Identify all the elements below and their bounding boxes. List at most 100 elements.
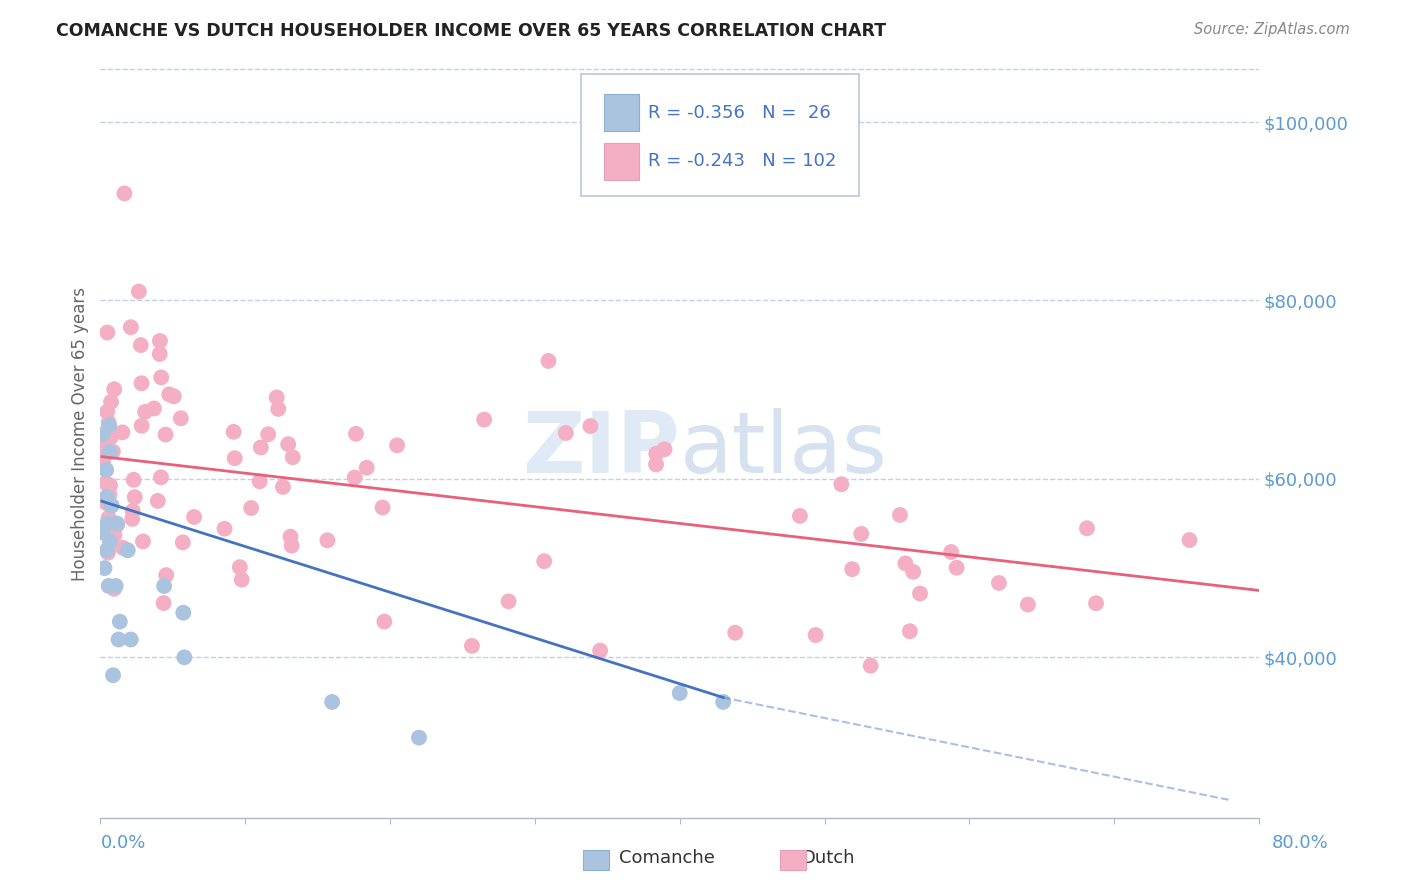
Point bbox=[103, 582, 125, 596]
Text: 0.0%: 0.0% bbox=[101, 834, 146, 852]
Point bbox=[229, 560, 252, 574]
Point bbox=[343, 470, 366, 484]
Point bbox=[859, 658, 882, 673]
Text: Comanche: Comanche bbox=[619, 849, 714, 867]
Point bbox=[111, 541, 134, 555]
Point bbox=[98, 445, 121, 459]
Point bbox=[120, 320, 142, 334]
Point bbox=[122, 473, 145, 487]
Point bbox=[898, 624, 921, 639]
Point bbox=[96, 496, 118, 510]
Point bbox=[654, 442, 676, 457]
Point bbox=[1178, 533, 1201, 547]
Point bbox=[356, 460, 378, 475]
Point bbox=[170, 411, 193, 425]
Point bbox=[280, 539, 302, 553]
Point bbox=[91, 493, 114, 508]
Point bbox=[908, 586, 931, 600]
Point bbox=[104, 579, 127, 593]
Point bbox=[214, 522, 236, 536]
Point bbox=[901, 565, 924, 579]
Point bbox=[155, 427, 177, 442]
Point bbox=[789, 508, 811, 523]
Point bbox=[240, 501, 263, 516]
Point bbox=[98, 534, 121, 549]
Point bbox=[987, 576, 1010, 591]
Point bbox=[121, 504, 143, 518]
Point bbox=[472, 412, 495, 426]
Point bbox=[645, 458, 668, 472]
Point bbox=[1076, 521, 1098, 535]
Point bbox=[163, 389, 186, 403]
Point bbox=[97, 546, 120, 560]
Point bbox=[129, 338, 152, 352]
Point bbox=[117, 543, 139, 558]
Point bbox=[100, 395, 122, 409]
Point bbox=[280, 530, 302, 544]
Point bbox=[91, 455, 114, 469]
FancyBboxPatch shape bbox=[605, 95, 640, 131]
Point bbox=[120, 632, 142, 647]
Text: R = -0.356   N =  26: R = -0.356 N = 26 bbox=[648, 103, 831, 122]
Point bbox=[96, 405, 118, 419]
Point bbox=[100, 425, 122, 439]
Point bbox=[408, 731, 430, 745]
Point bbox=[142, 401, 165, 416]
Point bbox=[668, 686, 690, 700]
Point bbox=[150, 370, 173, 384]
Point bbox=[152, 596, 174, 610]
Point bbox=[249, 441, 271, 455]
Point bbox=[579, 419, 602, 434]
Point bbox=[537, 354, 560, 368]
Point bbox=[134, 405, 156, 419]
Point bbox=[97, 510, 120, 524]
Point bbox=[124, 490, 146, 504]
Point bbox=[97, 579, 120, 593]
Point bbox=[100, 499, 122, 513]
Point bbox=[271, 480, 294, 494]
Point bbox=[105, 517, 128, 532]
Point bbox=[1017, 598, 1039, 612]
Point bbox=[344, 426, 367, 441]
Text: 80.0%: 80.0% bbox=[1272, 834, 1329, 852]
Point bbox=[96, 326, 118, 340]
Point bbox=[224, 451, 246, 466]
Text: COMANCHE VS DUTCH HOUSEHOLDER INCOME OVER 65 YEARS CORRELATION CHART: COMANCHE VS DUTCH HOUSEHOLDER INCOME OVE… bbox=[56, 22, 886, 40]
Point bbox=[94, 475, 117, 490]
FancyBboxPatch shape bbox=[605, 143, 640, 179]
Point bbox=[316, 533, 339, 548]
Point bbox=[98, 418, 121, 433]
Point bbox=[222, 425, 245, 439]
Point bbox=[128, 285, 150, 299]
Point bbox=[101, 444, 124, 458]
Text: Source: ZipAtlas.com: Source: ZipAtlas.com bbox=[1194, 22, 1350, 37]
Point bbox=[321, 695, 343, 709]
Point bbox=[153, 579, 176, 593]
Text: Dutch: Dutch bbox=[801, 849, 855, 867]
Point bbox=[554, 425, 576, 440]
Point bbox=[96, 516, 118, 531]
Point bbox=[851, 527, 873, 541]
Point bbox=[103, 528, 125, 542]
Point bbox=[373, 615, 395, 629]
Y-axis label: Householder Income Over 65 years: Householder Income Over 65 years bbox=[72, 287, 89, 582]
Point bbox=[93, 561, 115, 575]
Point bbox=[385, 438, 408, 452]
FancyBboxPatch shape bbox=[581, 74, 859, 196]
Point bbox=[146, 494, 169, 508]
Point bbox=[157, 387, 180, 401]
Point bbox=[371, 500, 394, 515]
Point bbox=[231, 573, 253, 587]
Point bbox=[1085, 596, 1108, 610]
Point bbox=[96, 490, 118, 504]
Point bbox=[90, 440, 112, 454]
Point bbox=[724, 625, 747, 640]
Point bbox=[461, 639, 484, 653]
Point bbox=[257, 427, 280, 442]
Point bbox=[96, 463, 118, 477]
Point bbox=[249, 475, 271, 489]
Point bbox=[894, 557, 917, 571]
Text: R = -0.243   N = 102: R = -0.243 N = 102 bbox=[648, 153, 837, 170]
Point bbox=[107, 632, 129, 647]
Point bbox=[155, 568, 177, 582]
